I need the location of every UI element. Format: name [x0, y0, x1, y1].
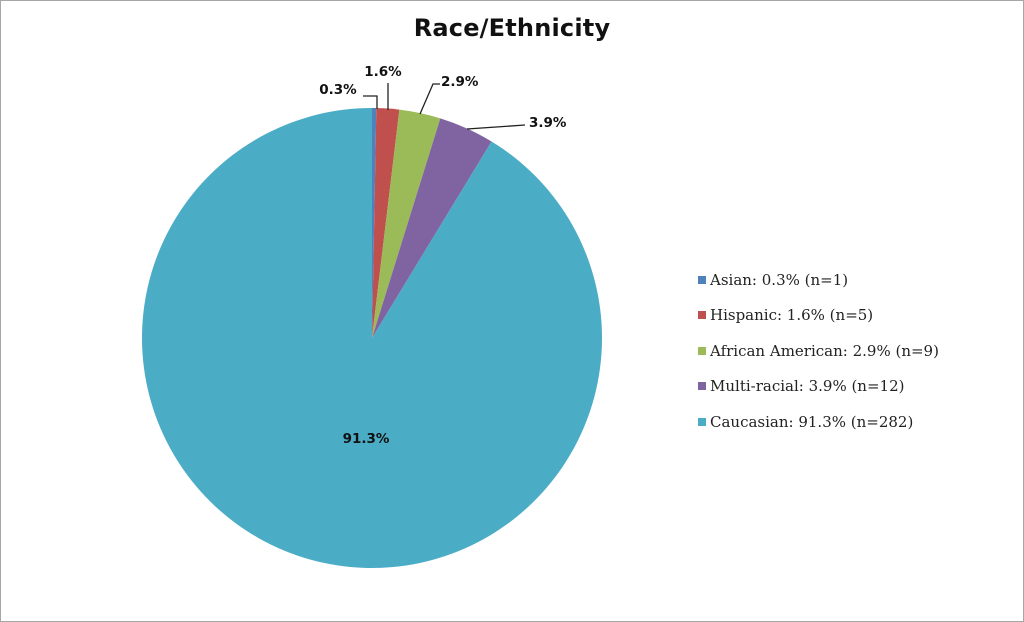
legend-swatch-icon: [698, 346, 706, 355]
data-label: 2.9%: [441, 74, 479, 90]
pie-slice-african-american: [372, 109, 441, 339]
legend-item-caucasian: Caucasian: 91.3% (n=282): [698, 404, 939, 440]
pie-slice-caucasian: [141, 108, 602, 568]
data-label: 0.3%: [319, 82, 357, 98]
chart-legend: Asian: 0.3% (n=1) Hispanic: 1.6% (n=5) A…: [698, 262, 939, 440]
data-label: 1.6%: [364, 64, 402, 80]
legend-swatch-icon: [698, 382, 706, 391]
legend-item-asian: Asian: 0.3% (n=1): [698, 262, 939, 298]
legend-item-hispanic: Hispanic: 1.6% (n=5): [698, 298, 939, 334]
pie-slice-asian: [372, 108, 377, 338]
legend-label: Asian: 0.3% (n=1): [710, 270, 849, 289]
leader-line: [419, 83, 440, 115]
legend-item-african-american: African American: 2.9% (n=9): [698, 333, 939, 369]
leader-line: [466, 124, 526, 130]
legend-label: Multi-racial: 3.9% (n=12): [710, 377, 905, 396]
legend-item-multi-racial: Multi-racial: 3.9% (n=12): [698, 369, 939, 405]
chart-title: Race/Ethnicity: [413, 14, 611, 42]
legend-label: Hispanic: 1.6% (n=5): [710, 306, 874, 325]
pie-slice-multi-racial: [372, 118, 492, 338]
leader-line: [363, 95, 378, 109]
legend-swatch-icon: [698, 275, 706, 284]
pie-slice-hispanic: [372, 108, 400, 338]
legend-label: African American: 2.9% (n=9): [710, 341, 939, 360]
legend-swatch-icon: [698, 311, 706, 320]
data-label: 91.3%: [343, 431, 390, 447]
legend-label: Caucasian: 91.3% (n=282): [710, 412, 914, 431]
legend-swatch-icon: [698, 417, 706, 426]
data-label: 3.9%: [529, 115, 567, 131]
